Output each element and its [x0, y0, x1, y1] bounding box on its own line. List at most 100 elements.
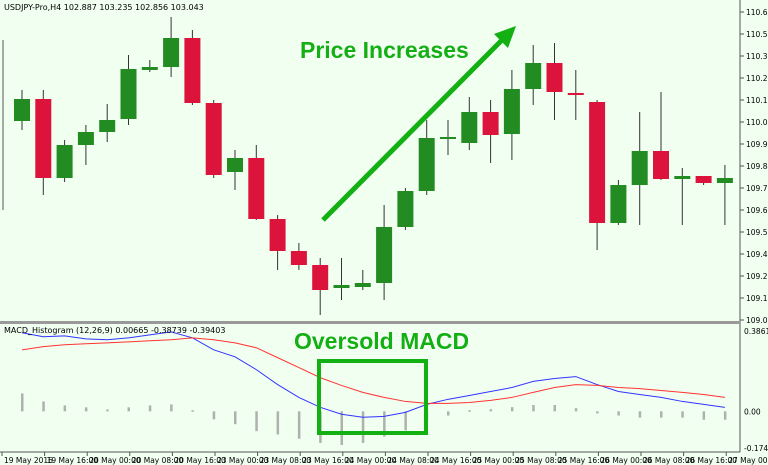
- histogram-bar: [447, 411, 450, 416]
- oversold-macd-annotation: Oversold MACD: [294, 328, 470, 354]
- candle: [14, 90, 30, 130]
- candle-body: [376, 227, 393, 283]
- time-tick-label: 24 May 08:00: [387, 456, 439, 465]
- candle-body: [77, 132, 94, 145]
- time-tick-label: 27 May 00:00: [728, 456, 768, 465]
- candle: [567, 70, 584, 120]
- candle-body: [418, 138, 435, 191]
- time-tick-label: 26 May 16:00: [686, 456, 738, 465]
- candle: [333, 258, 350, 300]
- histogram-bar: [340, 411, 343, 446]
- candle: [716, 165, 733, 225]
- histogram-bar: [489, 409, 493, 412]
- histogram-bar: [510, 407, 514, 412]
- candle-body: [163, 38, 180, 67]
- candle-body: [269, 219, 286, 251]
- candle: [440, 120, 456, 155]
- candle-body: [333, 285, 350, 288]
- time-tick-label: 20 May 08:00: [132, 456, 184, 465]
- histogram-bar: [42, 401, 45, 412]
- candle-body: [503, 89, 520, 134]
- candle: [290, 243, 307, 270]
- histogram-bar: [63, 405, 67, 412]
- time-tick-label: 25 May 08:00: [515, 456, 567, 465]
- price-tick-label: 109.840: [746, 162, 768, 171]
- candle-body: [695, 176, 712, 183]
- candle-body: [397, 191, 414, 227]
- candle-body: [567, 93, 584, 95]
- candle-body: [312, 265, 329, 290]
- candle-body: [525, 63, 542, 89]
- candle: [418, 120, 435, 195]
- oversold-highlight-box: [317, 359, 428, 435]
- candle-body: [14, 99, 30, 121]
- candle: [546, 43, 563, 120]
- time-tick-label: 25 May 00:00: [473, 456, 525, 465]
- histogram-bar: [276, 411, 280, 435]
- histogram-bar: [617, 411, 620, 416]
- time-tick-label: 26 May 00:00: [600, 456, 652, 465]
- candle-body: [227, 158, 243, 172]
- histogram-bar: [723, 411, 727, 420]
- histogram-bar: [361, 411, 365, 443]
- time-tick-label: 23 May 16:00: [302, 456, 354, 465]
- candle-body: [716, 178, 733, 183]
- price-tick-label: 109.510: [746, 228, 768, 237]
- candle: [482, 100, 499, 163]
- histogram-bar: [383, 411, 386, 437]
- symbol-header: USDJPY-Pro,H4 102.887 103.235 102.856 10…: [4, 3, 204, 12]
- histogram-bar: [596, 411, 599, 414]
- price-tick-label: 109.180: [746, 294, 768, 303]
- candle: [695, 176, 712, 185]
- candle-body: [120, 69, 137, 119]
- price-tick-label: 109.620: [746, 206, 768, 215]
- price-tick-label: 109.290: [746, 272, 768, 281]
- candle-body: [610, 185, 627, 223]
- histogram-bar: [255, 411, 258, 432]
- time-tick-label: 19 May 2016: [4, 456, 53, 465]
- candle: [184, 30, 201, 105]
- candle: [120, 55, 137, 125]
- macd-tick-label: 0.38615: [744, 327, 768, 336]
- histogram-bar: [532, 405, 535, 412]
- time-tick-label: 26 May 08:00: [643, 456, 695, 465]
- candle-body: [205, 103, 222, 175]
- histogram-bar: [468, 410, 471, 412]
- macd-tick-label: -0.17411: [744, 444, 768, 453]
- macd-tick-label: 0.00: [744, 407, 761, 416]
- candle: [525, 45, 542, 105]
- candle-body: [184, 38, 201, 103]
- candle: [312, 258, 329, 315]
- price-tick-label: 109.950: [746, 140, 768, 149]
- histogram-bar: [21, 393, 24, 412]
- time-tick-label: 19 May 16:00: [47, 456, 99, 465]
- candle: [589, 100, 606, 250]
- candle-body: [461, 112, 478, 143]
- histogram-bar: [127, 407, 130, 412]
- histogram-bar: [170, 404, 173, 412]
- candle: [610, 180, 627, 225]
- candle-body: [290, 251, 307, 265]
- histogram-bar: [702, 411, 706, 420]
- candle: [35, 90, 52, 195]
- candle-body: [99, 120, 116, 132]
- candle-body: [248, 158, 265, 219]
- price-tick-label: 110.280: [746, 74, 768, 83]
- candle-body: [674, 176, 691, 179]
- price-tick-label: 109.730: [746, 184, 768, 193]
- time-tick-label: 23 May 08:00: [260, 456, 312, 465]
- price-tick-label: 110.610: [746, 8, 768, 17]
- candle: [269, 215, 286, 270]
- candle: [77, 125, 94, 165]
- candle: [227, 150, 243, 190]
- histogram-bar: [638, 411, 642, 418]
- candle-body: [653, 151, 669, 179]
- candle: [461, 97, 478, 150]
- price-tick-label: 110.500: [746, 30, 768, 39]
- price-tick-label: 109.400: [746, 250, 768, 259]
- histogram-bar: [84, 407, 88, 412]
- candle-body: [589, 102, 606, 223]
- candle: [653, 92, 669, 180]
- time-tick-label: 23 May 00:00: [217, 456, 269, 465]
